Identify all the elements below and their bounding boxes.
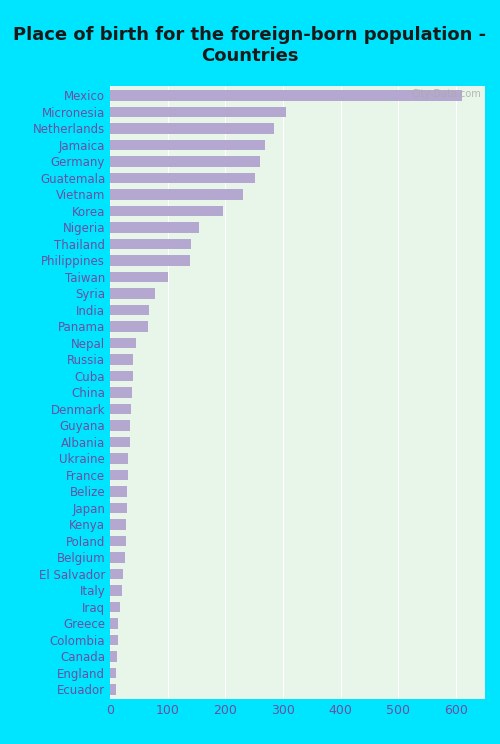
Bar: [110, 222, 200, 233]
Bar: [110, 536, 126, 546]
Bar: [110, 684, 116, 695]
Bar: [110, 403, 131, 414]
Bar: [110, 371, 133, 382]
Bar: [110, 239, 191, 249]
Bar: [110, 156, 260, 167]
Bar: [110, 651, 117, 662]
Bar: [110, 437, 130, 447]
Bar: [110, 635, 118, 645]
Bar: [110, 106, 286, 118]
Bar: [110, 90, 462, 101]
Bar: [110, 140, 264, 150]
Bar: [110, 618, 118, 629]
Bar: [110, 387, 132, 398]
Text: Place of birth for the foreign-born population -
Countries: Place of birth for the foreign-born popu…: [14, 26, 486, 65]
Bar: [110, 552, 125, 562]
Bar: [110, 205, 222, 217]
Bar: [110, 519, 126, 530]
Bar: [110, 338, 136, 348]
Bar: [110, 602, 120, 612]
Bar: [110, 321, 148, 332]
Bar: [110, 486, 128, 497]
Bar: [110, 585, 122, 596]
Bar: [110, 173, 256, 183]
Bar: [110, 667, 116, 679]
Bar: [110, 469, 128, 481]
Bar: [110, 420, 130, 431]
Bar: [110, 568, 122, 580]
Bar: [110, 288, 155, 299]
Text: City-Data.com: City-Data.com: [412, 89, 481, 99]
Bar: [110, 189, 242, 200]
Bar: [110, 272, 168, 282]
Bar: [110, 123, 274, 134]
Bar: [110, 255, 190, 266]
Bar: [110, 453, 128, 464]
Bar: [110, 354, 133, 365]
Bar: [110, 503, 126, 513]
Bar: [110, 304, 149, 315]
